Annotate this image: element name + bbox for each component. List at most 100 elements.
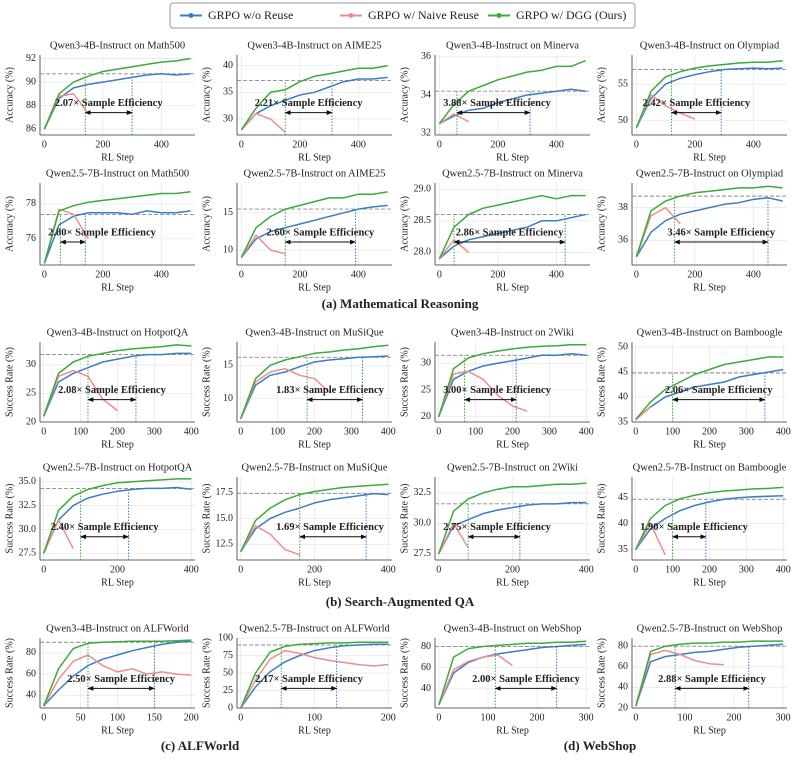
series-line	[635, 643, 784, 707]
y-tick-label: 75	[223, 650, 233, 661]
series-line	[438, 60, 586, 125]
chart-title: Qwen2.5-7B-Instruct on MuSiQue	[241, 462, 387, 473]
y-axis-label: Success Rate (%)	[201, 638, 212, 708]
y-axis-label: Success Rate (%)	[399, 484, 410, 554]
series-line	[240, 643, 389, 709]
series-line	[240, 641, 389, 709]
x-tick-label: 0	[42, 139, 47, 150]
x-tick-label: 0	[633, 564, 638, 575]
y-axis-label: Accuracy (%)	[596, 196, 607, 252]
y-tick-label: 40	[421, 683, 431, 694]
series-line	[240, 191, 388, 258]
x-axis-label: RL Step	[101, 439, 134, 450]
x-tick-label: 200	[184, 712, 199, 723]
plot-area	[237, 183, 392, 265]
y-axis-label: Success Rate (%)	[399, 638, 410, 708]
x-tick-label: 150	[147, 712, 162, 723]
series-line	[438, 194, 586, 260]
y-tick-label: 80	[26, 647, 36, 658]
x-axis-label: RL Step	[101, 282, 134, 293]
x-tick-label: 0	[436, 426, 441, 437]
chart-title: Qwen3-4B-Instruct on Minerva	[446, 40, 579, 51]
y-tick-label: 35.0	[19, 476, 37, 487]
chart-title: Qwen2.5-7B-Instruct on ALFWorld	[239, 623, 390, 634]
y-tick-label: 28.5	[414, 215, 432, 226]
x-axis-label: RL Step	[101, 725, 134, 736]
y-tick-label: 40	[26, 690, 36, 701]
series-line	[438, 501, 587, 555]
series-line	[240, 483, 389, 553]
x-tick-label: 200	[505, 564, 520, 575]
annotation: 2.88× Sample Efficiency	[658, 674, 767, 685]
series-line	[239, 344, 389, 419]
x-tick-label: 200	[292, 269, 307, 280]
y-tick-label: 76	[26, 233, 36, 244]
annotation: 2.50× Sample Efficiency	[67, 674, 176, 685]
series-line	[42, 344, 192, 417]
legend-marker	[348, 13, 354, 18]
series-line	[43, 352, 192, 417]
chart-title: Qwen2.5-7B-Instruct on AIME25	[243, 168, 385, 179]
y-tick-label: 10	[223, 244, 233, 255]
x-tick-label: 200	[95, 269, 110, 280]
x-axis-label: RL Step	[496, 282, 529, 293]
y-axis-label: Accuracy (%)	[596, 67, 607, 123]
annotation: 2.21× Sample Efficiency	[255, 98, 364, 109]
x-tick-label: 0	[238, 426, 243, 437]
annotation: 3.46× Sample Efficiency	[667, 227, 776, 238]
panel-label: (c) ALFWorld	[161, 738, 240, 753]
series-line	[635, 94, 696, 129]
series-line	[438, 352, 587, 417]
series-line	[438, 522, 469, 555]
chart-title: Qwen3-4B-Instruct on MuSiQue	[245, 327, 384, 338]
series-line	[240, 649, 389, 709]
chart-title: Qwen2.5-7B-Instruct on HotpotQA	[43, 462, 193, 473]
chart-title: Qwen3-4B-Instruct on HotpotQA	[47, 327, 189, 338]
y-axis-label: Success Rate (%)	[201, 484, 212, 554]
x-tick-label: 0	[41, 426, 46, 437]
y-tick-label: 20	[26, 416, 36, 427]
x-tick-label: 400	[154, 139, 169, 150]
x-tick-label: 100	[665, 426, 680, 437]
plot-area	[237, 55, 392, 135]
x-tick-label: 100	[677, 712, 692, 723]
y-axis-label: Success Rate (%)	[596, 484, 607, 554]
chart-title: Qwen2.5-7B-Instruct on Olympiad	[636, 168, 784, 179]
chart-title: Qwen2.5-7B-Instruct on 2Wiki	[447, 462, 578, 473]
y-tick-label: 80	[618, 641, 628, 652]
annotation: 2.17× Sample Efficiency	[255, 674, 364, 685]
y-tick-label: 15	[223, 207, 233, 218]
panel-label: (d) WebShop	[564, 738, 636, 753]
x-axis-label: RL Step	[298, 282, 331, 293]
y-tick-label: 50	[618, 341, 628, 352]
series-line	[43, 190, 191, 264]
series-line	[437, 370, 528, 417]
x-axis-label: RL Step	[693, 282, 726, 293]
series-line	[43, 210, 191, 264]
x-tick-label: 200	[110, 426, 125, 437]
series-line	[437, 482, 587, 555]
y-axis-label: Success Rate (%)	[596, 347, 607, 417]
chart-title: Qwen3-4B-Instruct on 2Wiki	[451, 327, 574, 338]
annotation: 2.42× Sample Efficiency	[642, 98, 751, 109]
chart-title: Qwen3-4B-Instruct on Bamboogle	[637, 327, 783, 338]
series-line	[635, 649, 725, 707]
y-tick-label: 25	[223, 685, 233, 696]
x-tick-label: 200	[95, 139, 110, 150]
y-tick-label: 17.5	[216, 487, 234, 498]
x-tick-label: 200	[687, 269, 702, 280]
y-tick-label: 20	[618, 702, 628, 713]
y-tick-label: 38	[618, 202, 628, 213]
y-tick-label: 32	[421, 127, 431, 138]
x-tick-label: 300	[147, 426, 162, 437]
y-tick-label: 29.0	[414, 184, 432, 195]
legend-box	[169, 2, 636, 29]
y-tick-label: 27.5	[414, 548, 432, 559]
x-axis-label: RL Step	[298, 439, 331, 450]
y-tick-label: 78	[26, 198, 36, 209]
x-tick-label: 200	[702, 426, 717, 437]
x-tick-label: 100	[665, 564, 680, 575]
x-tick-label: 0	[238, 712, 243, 723]
y-tick-label: 60	[618, 661, 628, 672]
